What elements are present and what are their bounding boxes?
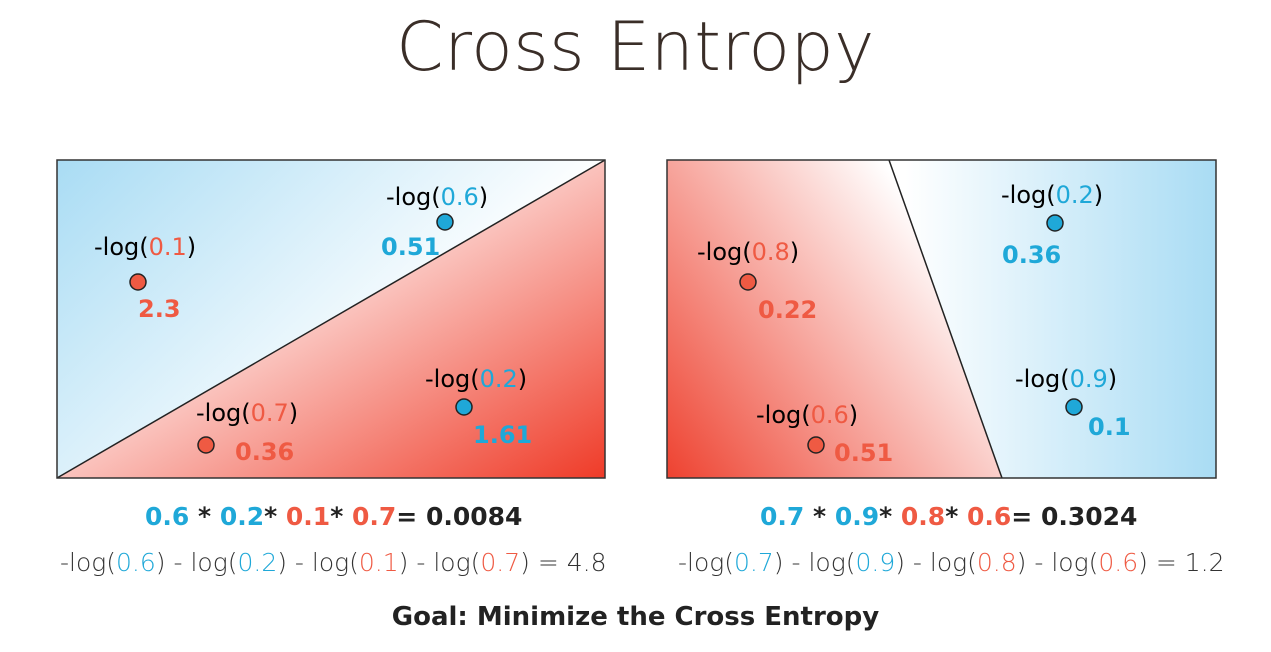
point-group: -log(0.7) 0.36 (196, 399, 298, 466)
point-group: -log(0.8) 0.22 (697, 238, 817, 324)
point-value: 1.61 (473, 421, 532, 449)
red-point (129, 273, 147, 291)
point-label: -log(0.9) (1015, 365, 1117, 393)
point-group: -log(0.6) 0.51 (756, 401, 893, 467)
point-label: -log(0.7) (196, 399, 298, 427)
point-label: -log(0.2) (1001, 181, 1103, 209)
point-label: -log(0.6) (386, 183, 488, 211)
point-label: -log(0.2) (425, 365, 527, 393)
point-value: 0.22 (758, 296, 817, 324)
blue-point (436, 213, 454, 231)
goal-caption: Goal: Minimize the Cross Entropy (391, 602, 880, 632)
blue-point (1046, 214, 1064, 232)
red-region (667, 160, 1002, 478)
point-group: -log(0.9) 0.1 (1015, 365, 1131, 441)
decision-boundary (888, 159, 1003, 479)
point-value: 0.51 (834, 439, 893, 467)
blue-region (889, 160, 1216, 478)
blue-point (455, 398, 473, 416)
red-point (739, 273, 757, 291)
cross-entropy-equation: -log(0.6) - log(0.2) - log(0.1) - log(0.… (60, 548, 607, 577)
red-point (197, 436, 215, 454)
product-equation: 0.7 * 0.9* 0.8* 0.6= 0.3024 (760, 502, 1138, 531)
red-point (807, 436, 825, 454)
point-group: -log(0.2) 0.36 (1001, 181, 1103, 269)
slide-title: Cross Entropy (396, 8, 875, 87)
point-value: 0.36 (235, 438, 294, 466)
panel-frame (56, 159, 606, 479)
point-group: -log(0.1) 2.3 (94, 233, 196, 323)
point-label: -log(0.1) (94, 233, 196, 261)
product-equation: 0.6 * 0.2* 0.1* 0.7= 0.0084 (145, 502, 523, 531)
blue-point (1065, 398, 1083, 416)
panel-frame (666, 159, 1217, 479)
point-group: -log(0.2) 1.61 (425, 365, 532, 449)
point-value: 0.1 (1088, 413, 1131, 441)
point-group: -log(0.6) 0.51 (381, 183, 488, 261)
decision-boundary (56, 159, 606, 479)
cross-entropy-equation: -log(0.7) - log(0.9) - log(0.8) - log(0.… (678, 548, 1225, 577)
point-value: 0.36 (1002, 241, 1061, 269)
point-value: 0.51 (381, 233, 440, 261)
point-value: 2.3 (138, 295, 181, 323)
point-label: -log(0.8) (697, 238, 799, 266)
point-label: -log(0.6) (756, 401, 858, 429)
